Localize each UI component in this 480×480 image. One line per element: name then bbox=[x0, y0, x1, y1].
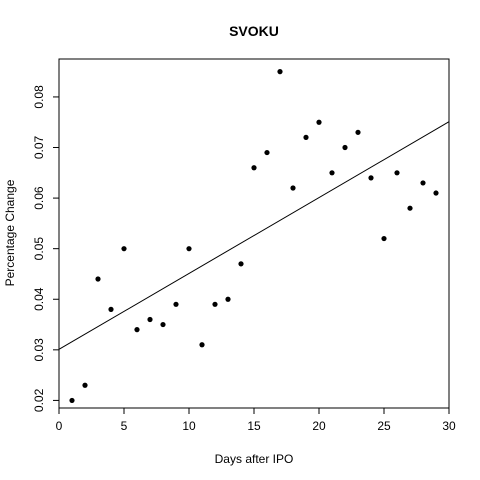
data-point bbox=[173, 301, 179, 307]
data-point bbox=[82, 382, 88, 388]
data-point bbox=[160, 321, 166, 328]
data-point bbox=[238, 261, 244, 267]
data-point bbox=[186, 246, 192, 252]
data-point bbox=[69, 397, 75, 404]
data-point bbox=[147, 316, 153, 323]
data-point bbox=[329, 170, 335, 176]
x-tick-label: 10 bbox=[182, 419, 196, 433]
data-point bbox=[134, 327, 140, 333]
x-tick-label: 25 bbox=[377, 419, 391, 433]
y-tick-label: 0.05 bbox=[32, 237, 46, 261]
x-tick-label: 0 bbox=[56, 419, 63, 433]
y-tick-label: 0.04 bbox=[32, 287, 46, 311]
data-point bbox=[264, 149, 270, 156]
data-point bbox=[212, 301, 218, 307]
x-tick-label: 15 bbox=[247, 419, 261, 433]
data-point bbox=[199, 342, 205, 348]
plot-frame bbox=[58, 58, 450, 409]
data-point bbox=[290, 185, 296, 191]
data-point bbox=[225, 296, 231, 302]
y-tick-label: 0.02 bbox=[32, 388, 46, 412]
y-tick-label: 0.08 bbox=[32, 85, 46, 109]
data-point bbox=[316, 119, 322, 125]
y-axis: 0.02 0.03 0.04 0.05 0.06 0.07 0.08 bbox=[32, 85, 59, 412]
x-axis: 0 5 10 15 20 25 30 bbox=[56, 408, 456, 433]
data-point bbox=[407, 205, 413, 211]
y-axis-label: Percentage Change bbox=[3, 179, 17, 286]
x-axis-label: Days after IPO bbox=[215, 452, 294, 466]
data-point bbox=[277, 69, 283, 75]
data-point bbox=[303, 134, 309, 140]
data-point bbox=[95, 276, 101, 282]
x-tick-label: 20 bbox=[312, 419, 326, 433]
x-tick-label: 30 bbox=[442, 419, 456, 433]
data-point bbox=[251, 165, 257, 171]
data-point bbox=[108, 306, 114, 312]
y-tick-label: 0.07 bbox=[32, 136, 46, 160]
data-point bbox=[433, 190, 439, 196]
data-point bbox=[368, 175, 374, 181]
data-point bbox=[342, 144, 348, 151]
x-tick-label: 5 bbox=[121, 419, 128, 433]
data-point bbox=[420, 180, 426, 186]
trendline bbox=[58, 121, 450, 350]
chart-title: SVOKU bbox=[229, 23, 279, 39]
data-point bbox=[394, 170, 400, 176]
data-points bbox=[69, 69, 439, 404]
trendline-layer bbox=[58, 121, 450, 350]
data-point bbox=[355, 129, 361, 135]
data-point bbox=[381, 235, 387, 242]
y-tick-label: 0.03 bbox=[32, 338, 46, 362]
y-tick-label: 0.06 bbox=[32, 186, 46, 210]
data-point bbox=[121, 246, 127, 252]
